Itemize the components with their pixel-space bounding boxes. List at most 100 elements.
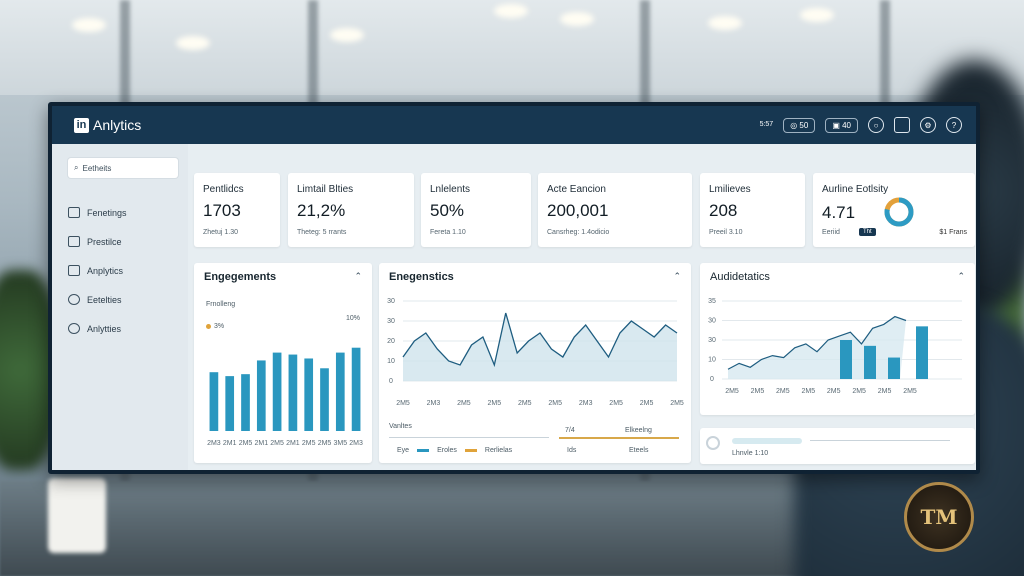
line-legend: Eye Eroles Rerlielas [397, 447, 512, 454]
x-tick-label: 2M5 [609, 400, 623, 407]
kpi-sub: Theteg: 5 rrants [297, 229, 347, 236]
kpi-extra: $1 Frans [939, 229, 967, 236]
kpi-label: Limtail Blties [297, 184, 354, 195]
bar [288, 354, 298, 431]
combo-bar [916, 326, 928, 379]
coffee-cup [48, 478, 106, 553]
ceiling-light [330, 28, 364, 42]
sidebar-item-2[interactable]: Prestilce [68, 227, 188, 256]
linkedin-logo-icon: in [74, 117, 89, 133]
search-placeholder: Eetheits [82, 163, 112, 173]
legend-left-label: 3% [214, 323, 225, 330]
kpi-sub: Eeriid [822, 229, 840, 236]
x-tick-label: 2M5 [239, 440, 253, 447]
kpi-sub: Cansrheg: 1.4odicio [547, 229, 610, 236]
legend-label: Eroles [437, 447, 457, 454]
toolbar-pill-2-label: 40 [842, 120, 851, 130]
bar [225, 376, 235, 431]
y-tick-label: 35 [708, 298, 716, 305]
toolbar-pill-2[interactable]: ▣ 40 [825, 117, 858, 133]
x-tick-label: 2M3 [427, 400, 441, 407]
search-input[interactable]: ⌕ Eetheits [68, 158, 178, 178]
audience-progress-card: Lhnvle 1:10 [700, 428, 975, 464]
profile-icon[interactable]: ○ [868, 117, 884, 133]
sidebar-item-5[interactable]: Anlytties [68, 314, 188, 343]
sidebar-item-label: Prestilce [87, 236, 122, 247]
brand[interactable]: in Anlytics [74, 117, 141, 133]
donut-fill [884, 197, 914, 227]
combo-bar [864, 345, 876, 379]
combo-area [728, 316, 906, 379]
x-tick-label: 2M5 [488, 400, 502, 407]
status-clock: 5:57 [760, 121, 774, 129]
kpi-card-6[interactable]: Aurline Eotlsity 4.71 Eeriid Tht $1 Fran… [813, 173, 975, 247]
x-tick-label: 2M5 [457, 400, 471, 407]
kpi-sub: Zhetuj 1.30 [203, 229, 239, 236]
y-tick-label: 20 [387, 338, 395, 345]
progress-track [810, 440, 950, 441]
kpi-value: 1703 [203, 201, 241, 220]
kpi-card-5[interactable]: Lmilieves 208 Preeil 3.10 [700, 173, 805, 247]
panel-subtitle: Frnolleng [206, 301, 236, 308]
y-tick-label: 10 [387, 358, 395, 365]
sidebar-item-1[interactable]: Fenetings [68, 198, 188, 227]
line-footer-rule [389, 437, 549, 438]
toolbar-pill-1[interactable]: ◎ 50 [783, 117, 816, 133]
combo-bar [888, 357, 900, 379]
kpi-sub: Preeil 3.10 [709, 229, 743, 236]
ceiling-light [560, 12, 594, 26]
sidebar-item-label: Anlytties [87, 323, 122, 334]
sidebar-item-3[interactable]: Anplytics [68, 256, 188, 285]
y-tick-label: 30 [387, 318, 395, 325]
x-tick-label: 2M1 [254, 440, 268, 447]
legend-swatch-icon [464, 449, 477, 452]
kpi-card-3[interactable]: Lnlelents 50% Fereta 1.10 [421, 173, 531, 247]
ceiling-light [708, 16, 742, 30]
x-tick-label: 2M5 [640, 400, 654, 407]
donut-chart [884, 197, 914, 227]
x-tick-label: 2M3 [349, 440, 363, 447]
kpi-label: Acte Eancion [547, 184, 606, 195]
bar [351, 347, 361, 431]
legend-dot-icon [206, 324, 211, 329]
y-tick-label: 10 [708, 357, 716, 364]
kpi-card-2[interactable]: Limtail Blties 21,2% Theteg: 5 rrants [288, 173, 414, 247]
kpi-card-4[interactable]: Acte Eancion 200,001 Cansrheg: 1.4odicio [538, 173, 692, 247]
ceiling-light [800, 8, 834, 22]
sidebar-item-label: Eetelties [87, 294, 122, 305]
x-tick-label: 3M5 [333, 440, 347, 447]
ceiling-light [176, 36, 210, 50]
expand-icon[interactable]: ⌃ [957, 271, 965, 281]
y-tick-label: 0 [710, 376, 714, 383]
folder-icon[interactable] [894, 117, 910, 133]
y-tick-label: 30 [708, 318, 716, 325]
chart-icon [68, 265, 80, 276]
gear-icon[interactable]: ⚙ [920, 117, 936, 133]
panel-title: Audidetatics [710, 271, 770, 283]
kpi-label: Aurline Eotlsity [822, 184, 889, 195]
x-tick-label: 2M5 [396, 400, 410, 407]
bar [209, 372, 219, 431]
top-bar: in Anlytics 5:57 ◎ 50 ▣ 40 ○ ⚙ ? [52, 106, 976, 144]
kpi-label: Lnlelents [430, 184, 471, 195]
expand-icon[interactable]: ⌃ [673, 271, 681, 281]
expand-icon[interactable]: ⌃ [354, 271, 362, 281]
x-tick-label: 2M3 [579, 400, 593, 407]
y-tick-label: 0 [389, 378, 393, 385]
help-icon[interactable]: ? [946, 117, 962, 133]
target-icon [68, 294, 80, 305]
progress-ring-icon [706, 436, 720, 450]
x-tick-label: 2M5 [776, 388, 790, 395]
x-tick-label: 2M5 [302, 440, 316, 447]
sidebar: ⌕ Eetheits Fenetings Prestilce Anplytics… [52, 144, 188, 470]
engagements-line-panel: Enegenstics ⌃ 0 10 20 30 30 2M5 2M3 2M5 2M5 2M5 2M… [379, 263, 691, 463]
people-icon [68, 323, 80, 334]
tm-seal-logo: TM [904, 482, 974, 552]
bar [320, 368, 329, 431]
sidebar-item-4[interactable]: Eetelties [68, 285, 188, 314]
x-tick-label: 2M5 [725, 388, 739, 395]
kpi-card-1[interactable]: Pentlidcs 1703 Zhetuj 1.30 [194, 173, 280, 247]
x-tick-label: 2M5 [801, 388, 815, 395]
combo-line [727, 315, 907, 370]
x-tick-label: 2M5 [548, 400, 562, 407]
